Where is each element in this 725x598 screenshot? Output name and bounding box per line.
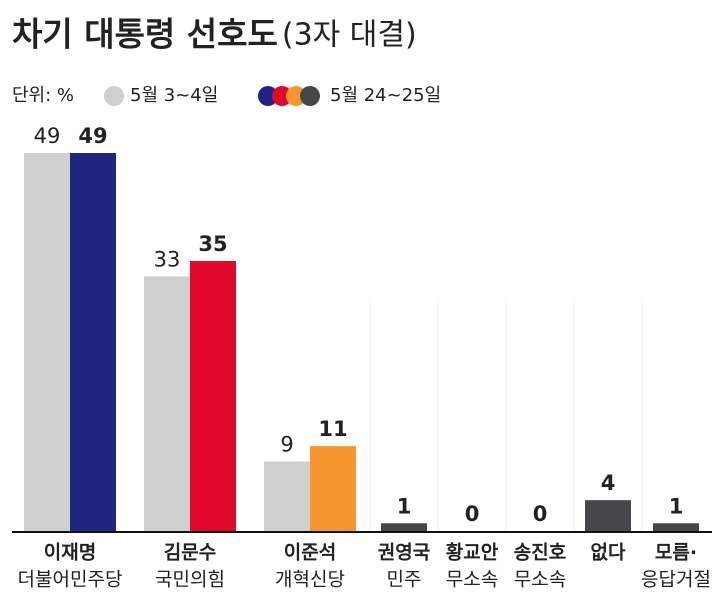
title-note: (3자 대결): [282, 18, 417, 53]
unit-label: 단위: %: [12, 85, 74, 106]
bar: [70, 153, 116, 531]
category-label: 권영국: [378, 542, 430, 564]
value-label: 1: [669, 494, 684, 518]
value-label: 0: [465, 502, 480, 526]
chart-title: 차기 대통령 선호도: [12, 15, 278, 54]
value-label: 9: [280, 433, 293, 457]
bar: [653, 523, 699, 531]
legend-swatch: [286, 86, 306, 106]
category-label: 이재명: [44, 542, 96, 564]
bar: [310, 446, 356, 531]
category-label: 모름·: [655, 542, 697, 564]
category-label: 송진호: [514, 542, 566, 564]
legend-swatch: [272, 86, 292, 106]
bar: [24, 153, 70, 531]
bar: [264, 461, 310, 531]
bar: [585, 500, 631, 531]
value-label: 33: [154, 247, 181, 271]
legend-swatch: [104, 86, 124, 106]
category-sublabel: 무소속: [514, 569, 566, 591]
category-sublabel: 더불어민주당: [18, 569, 123, 591]
value-label: 4: [601, 471, 616, 495]
category-sublabel: 응답거절: [641, 569, 711, 591]
value-label: 1: [397, 494, 412, 518]
category-label: 황교안: [446, 541, 499, 564]
bar: [144, 276, 190, 531]
value-label: 11: [318, 417, 347, 441]
value-label: 0: [533, 502, 548, 526]
bar: [381, 523, 427, 531]
category-label: 없다: [591, 542, 626, 564]
legend-swatch: [300, 86, 320, 106]
category-sublabel: 무소속: [446, 569, 498, 591]
legend-swatch: [258, 86, 278, 106]
value-label: 49: [78, 124, 107, 148]
category-sublabel: 민주: [387, 569, 422, 591]
category-label: 김문수: [164, 542, 216, 564]
bar: [190, 261, 236, 531]
legend-label: 5월 3~4일: [130, 85, 218, 106]
value-label: 49: [34, 124, 61, 148]
category-sublabel: 국민의힘: [155, 569, 225, 591]
category-sublabel: 개혁신당: [275, 569, 345, 591]
value-label: 35: [198, 232, 227, 256]
category-label: 이준석: [284, 542, 336, 564]
legend-label: 5월 24~25일: [330, 85, 441, 106]
